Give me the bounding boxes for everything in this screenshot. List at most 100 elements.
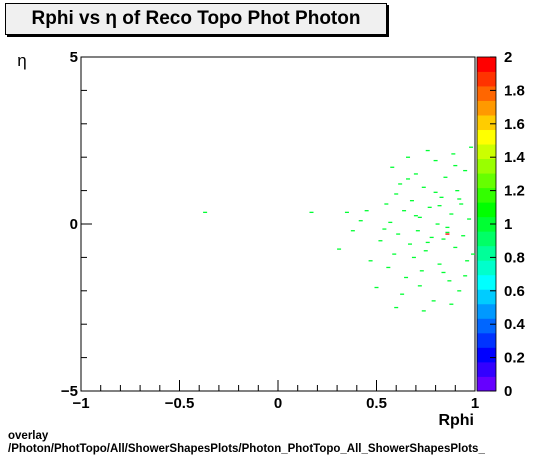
data-point — [445, 233, 450, 235]
data-point — [467, 218, 472, 220]
data-point — [455, 190, 460, 192]
data-point — [449, 213, 454, 215]
footer: overlay /Photon/PhotTopo/All/ShowerShape… — [8, 430, 485, 456]
data-point — [413, 173, 418, 175]
x-tick-label: −1 — [72, 395, 89, 412]
plot-frame — [80, 56, 476, 392]
data-point — [394, 193, 399, 195]
footer-line-2: /Photon/PhotTopo/All/ShowerShapesPlots/P… — [8, 443, 485, 455]
palette-swatch — [477, 260, 496, 276]
data-point — [350, 230, 355, 232]
data-point — [427, 206, 432, 208]
data-point — [423, 250, 428, 252]
palette-swatch — [477, 100, 496, 116]
data-point — [433, 191, 438, 193]
data-point — [421, 310, 426, 312]
data-point — [344, 211, 349, 214]
data-point — [429, 236, 434, 239]
data-point — [402, 210, 407, 212]
axes: −1 −0.5 0 0.5 1 −5 0 5 — [61, 49, 479, 412]
data-point — [417, 216, 422, 219]
data-point — [463, 169, 468, 172]
data-point — [463, 275, 468, 277]
x-tick-label: −0.5 — [165, 395, 195, 412]
z-tick-label: 0.2 — [504, 350, 525, 367]
palette-swatch — [477, 303, 496, 319]
data-point — [415, 230, 420, 232]
y-axis-label: η — [17, 51, 26, 70]
data-point — [396, 233, 401, 235]
data-point — [445, 231, 450, 234]
data-point — [471, 253, 476, 255]
data-point — [437, 205, 442, 207]
data-point — [384, 203, 389, 205]
data-point — [382, 228, 387, 230]
z-tick-label: 0.4 — [504, 316, 526, 333]
footer-line-1: overlay — [8, 430, 49, 442]
palette-swatch — [477, 332, 496, 348]
data-point — [447, 280, 452, 282]
data-marks — [203, 146, 476, 312]
x-tick-label: 1 — [471, 395, 479, 412]
data-point — [417, 285, 422, 287]
palette-swatch — [477, 115, 496, 131]
z-tick-label: 1.8 — [504, 82, 525, 99]
data-point — [390, 166, 395, 168]
x-axis-label: Rphi — [438, 412, 474, 429]
data-point — [394, 306, 399, 309]
data-point — [431, 300, 436, 302]
data-point — [419, 270, 424, 272]
data-point — [406, 156, 411, 158]
data-point — [425, 149, 430, 152]
z-tick-label: 1.6 — [504, 116, 525, 133]
palette-swatch — [477, 158, 496, 174]
data-point — [374, 286, 379, 289]
data-point — [386, 266, 391, 269]
color-palette: 0 0.2 0.4 0.6 0.8 1 1.2 1.4 1.6 1.8 2 — [476, 49, 526, 400]
palette-swatch — [477, 318, 496, 334]
data-point — [465, 260, 470, 262]
data-point — [309, 211, 314, 214]
z-tick-label: 0.8 — [504, 249, 525, 266]
data-point — [453, 164, 458, 167]
palette-swatch — [477, 202, 496, 218]
data-point — [441, 238, 446, 240]
data-point — [443, 176, 448, 178]
palette-swatch — [477, 289, 496, 305]
x-tick-label: 0 — [274, 395, 282, 412]
data-point — [398, 183, 403, 185]
data-point — [459, 203, 464, 205]
palette-swatch — [477, 231, 496, 247]
data-point — [457, 198, 462, 200]
palette-swatch — [477, 347, 496, 363]
palette-swatch — [477, 376, 496, 392]
palette-swatch — [477, 71, 496, 87]
data-point — [404, 276, 409, 279]
palette-swatch — [477, 86, 496, 101]
z-tick-label: 1.2 — [504, 183, 525, 200]
data-point — [411, 256, 416, 259]
z-tick-label: 2 — [504, 49, 512, 66]
data-point — [441, 271, 446, 274]
palette-swatch — [477, 274, 496, 290]
data-point — [392, 253, 397, 255]
x-tick-label: 0.5 — [366, 395, 387, 412]
data-point — [425, 241, 430, 244]
data-point — [378, 240, 383, 242]
z-tick-label: 1 — [504, 216, 512, 233]
chart-plot: −1 −0.5 0 0.5 1 −5 0 5 0 0.2 0.4 0.6 0.8 1 1.2 1.4 1.6 1… — [17, 49, 526, 429]
data-point — [453, 246, 458, 249]
data-point — [407, 243, 412, 245]
z-tick-label: 0 — [504, 383, 512, 400]
y-tick-label: 0 — [70, 216, 78, 233]
palette-swatch — [477, 173, 496, 189]
data-point — [409, 200, 414, 202]
data-point — [439, 196, 444, 198]
data-point — [451, 153, 456, 155]
palette-swatch — [477, 187, 496, 203]
palette-swatch — [477, 129, 496, 145]
data-point — [461, 235, 466, 237]
z-tick-label: 1.4 — [504, 149, 526, 166]
data-point — [445, 226, 450, 229]
palette-swatch — [477, 144, 496, 160]
